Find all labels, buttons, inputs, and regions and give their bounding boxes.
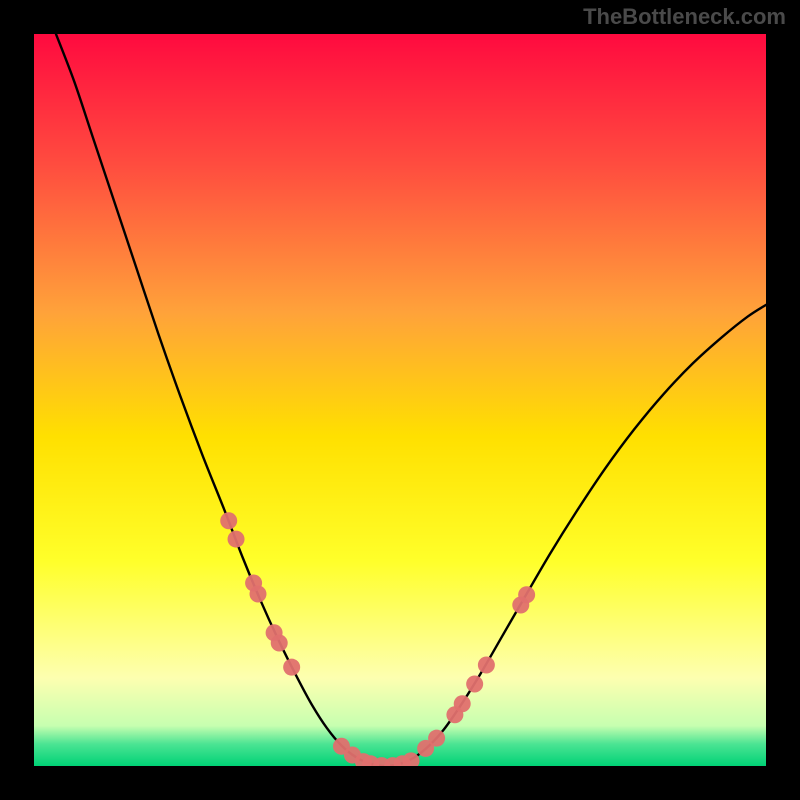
marker-dot	[428, 730, 445, 747]
marker-dot	[249, 585, 266, 602]
chart-container: TheBottleneck.com	[0, 0, 800, 800]
marker-dot	[466, 676, 483, 693]
plot-area	[34, 34, 766, 766]
watermark-text: TheBottleneck.com	[583, 4, 786, 30]
marker-dot	[283, 659, 300, 676]
marker-dot	[271, 635, 288, 652]
marker-dot	[220, 512, 237, 529]
marker-dot	[228, 531, 245, 548]
marker-dot	[454, 695, 471, 712]
marker-dot	[518, 586, 535, 603]
plot-svg	[34, 34, 766, 766]
gradient-background	[34, 34, 766, 766]
marker-dot	[478, 656, 495, 673]
